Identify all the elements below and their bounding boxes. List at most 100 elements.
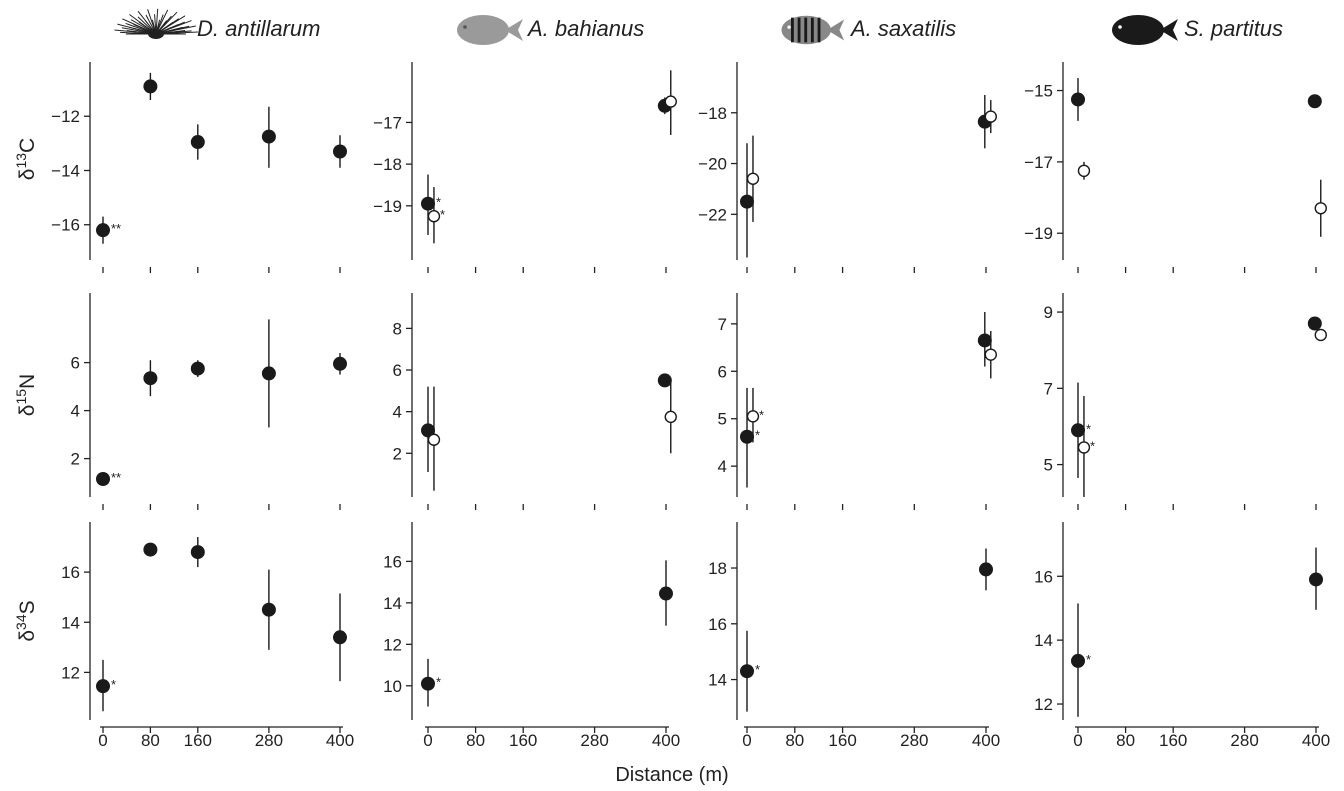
filled-point [190, 361, 205, 376]
y-label-mass: 34 [13, 614, 29, 630]
open-point [427, 210, 441, 223]
y-tick-label: −19 [373, 197, 402, 216]
y-tick-label: 12 [1034, 695, 1053, 714]
species-title: A. saxatilis [849, 16, 956, 41]
significance-marker: * [1086, 421, 1091, 436]
filled-point [96, 223, 110, 238]
y-tick-label: −18 [373, 155, 402, 174]
panel-r1-c0: 2 4 6 ** [71, 293, 347, 510]
y-tick-label: −19 [1024, 224, 1053, 243]
y-tick-label: 5 [1044, 456, 1053, 475]
filled-point [261, 129, 276, 144]
panel-r0-c1: −19 −18 −17 ** [373, 62, 677, 273]
y-axis-label-d13c: δ13C [13, 138, 39, 180]
significance-marker: * [436, 195, 441, 210]
open-point [1077, 441, 1091, 454]
y-tick-label: 4 [393, 403, 402, 422]
y-label-delta: δ [16, 405, 39, 417]
open-point [1314, 202, 1327, 215]
filled-point [740, 194, 754, 209]
y-tick-label: −17 [373, 113, 402, 132]
x-axis-label: Distance (m) [615, 764, 728, 786]
y-tick-label: −12 [51, 107, 80, 126]
y-tick-label: −17 [1024, 153, 1053, 172]
open-point [746, 410, 760, 423]
y-label-mass: 15 [13, 389, 29, 405]
panel-r2-c2: 14 16 18 0 80 160 280 400 * [708, 522, 1000, 750]
panel-r0-c3: −19 −17 −15 [1024, 62, 1327, 273]
panel-r0-c0: −16 −14 −12 ** [51, 62, 347, 273]
species-title: S. partitus [1184, 16, 1283, 41]
filled-point [740, 664, 754, 679]
open-point [664, 95, 677, 108]
y-tick-label: 2 [71, 450, 80, 469]
x-tick-label: 80 [1116, 731, 1135, 750]
y-tick-label: 6 [718, 362, 727, 381]
y-tick-label: −15 [1024, 82, 1053, 101]
x-tick-label: 80 [785, 731, 804, 750]
y-tick-label: −14 [51, 161, 80, 180]
y-tick-label: 16 [61, 563, 80, 582]
y-axis-label-d34s: δ34S [13, 600, 39, 641]
open-point [427, 433, 441, 446]
open-point [1314, 328, 1327, 342]
significance-marker: * [759, 407, 764, 422]
open-point [746, 172, 760, 185]
significance-marker: ** [111, 221, 121, 236]
significance-marker: * [755, 662, 760, 677]
species-title: A. bahianus [526, 16, 644, 41]
y-tick-label: 7 [718, 315, 727, 334]
y-label-mass: 13 [13, 153, 29, 169]
y-tick-label: −22 [698, 205, 727, 224]
y-axis-label-d15n: δ15N [13, 374, 39, 416]
x-tick-label: 160 [1159, 731, 1187, 750]
x-tick-label: 400 [1302, 731, 1330, 750]
filled-point [977, 333, 992, 348]
filled-point [261, 602, 276, 617]
y-tick-label: −16 [51, 216, 80, 235]
y-tick-label: 16 [383, 552, 402, 571]
y-label-element: C [16, 138, 39, 153]
y-tick-label: 16 [708, 615, 727, 634]
y-tick-label: −20 [698, 155, 727, 174]
open-point [984, 348, 997, 361]
filled-point [657, 373, 672, 388]
filled-point [190, 135, 205, 150]
filled-point [190, 545, 205, 560]
y-tick-label: 4 [71, 402, 80, 421]
significance-marker: * [436, 675, 441, 690]
y-tick-label: 18 [708, 559, 727, 578]
x-tick-label: 400 [326, 731, 354, 750]
filled-point [1309, 572, 1323, 587]
y-label-delta: δ [16, 169, 39, 181]
x-tick-label: 400 [972, 731, 1000, 750]
x-tick-label: 160 [184, 731, 212, 750]
y-label-element: N [16, 374, 39, 389]
species-title: D. antillarum [197, 16, 320, 41]
y-tick-label: 7 [1044, 379, 1053, 398]
filled-point [96, 679, 110, 694]
x-tick-label: 0 [742, 731, 751, 750]
open-point [1077, 164, 1091, 178]
filled-point [1071, 92, 1085, 107]
x-tick-label: 400 [652, 731, 680, 750]
filled-point [333, 630, 347, 645]
y-tick-label: 16 [1034, 567, 1053, 586]
y-tick-label: 14 [61, 613, 80, 632]
damselfish-icon [1112, 15, 1178, 45]
filled-point [740, 429, 754, 444]
significance-marker: ** [111, 470, 121, 485]
y-tick-label: 14 [708, 671, 727, 690]
sergeant-major-fish-icon [781, 15, 845, 45]
significance-marker: * [440, 207, 445, 222]
species-headers: D. antillarum A. bahianus A. saxatilis S. p… [114, 8, 1283, 45]
panel-r0-c2: −22 −20 −18 [698, 62, 997, 273]
significance-marker: * [1086, 652, 1091, 667]
filled-point [261, 366, 276, 381]
panel-r1-c2: 4 5 6 7 * * [718, 293, 997, 510]
filled-point [1307, 94, 1322, 109]
